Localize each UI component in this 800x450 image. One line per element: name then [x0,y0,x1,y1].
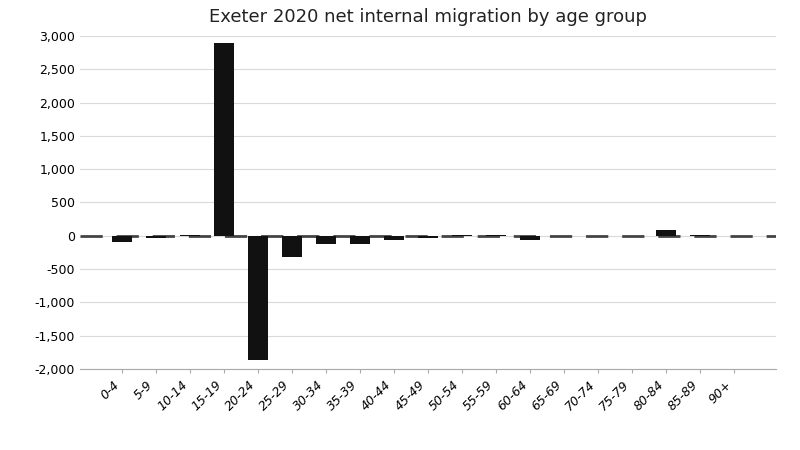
Bar [282,236,302,257]
Bar [146,236,166,238]
Bar [214,43,234,236]
Bar [452,235,472,236]
Bar [656,230,676,236]
Bar [520,236,540,240]
Bar [690,235,710,236]
Bar [112,236,132,243]
Bar [418,236,438,238]
Bar [384,236,404,240]
Bar [316,236,336,244]
Bar [350,236,370,244]
Title: Exeter 2020 net internal migration by age group: Exeter 2020 net internal migration by ag… [209,8,647,26]
Bar [180,235,200,236]
Bar [248,236,268,360]
